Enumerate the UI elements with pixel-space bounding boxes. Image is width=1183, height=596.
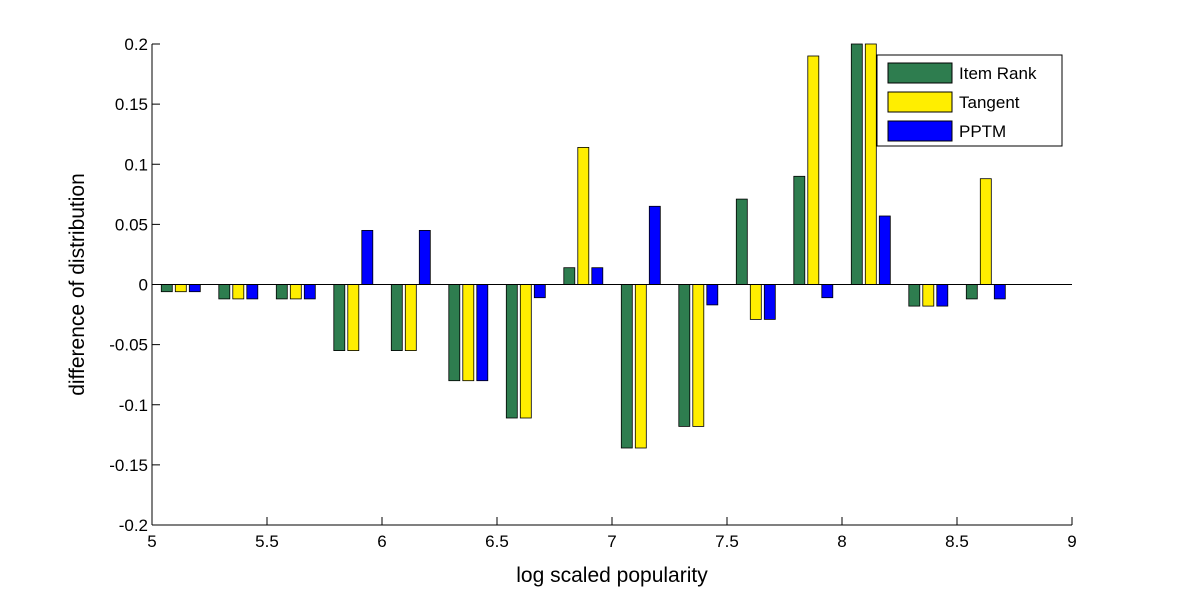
y-tick-label: -0.15 bbox=[109, 456, 148, 475]
bar-tangent bbox=[519, 284, 532, 419]
legend-swatch bbox=[887, 91, 953, 113]
bar-item-rank bbox=[218, 284, 231, 300]
bar-item-rank bbox=[620, 284, 633, 449]
x-tick-label: 7 bbox=[607, 532, 616, 551]
legend-label: Item Rank bbox=[959, 64, 1037, 83]
bar-pptm bbox=[476, 284, 489, 382]
y-tick-label: -0.05 bbox=[109, 336, 148, 355]
bar-tangent bbox=[404, 284, 417, 351]
bar-pptm bbox=[246, 284, 259, 300]
bar-tangent bbox=[232, 284, 245, 300]
bar-pptm bbox=[188, 284, 201, 293]
bar-pptm bbox=[936, 284, 949, 307]
x-tick-label: 6 bbox=[377, 532, 386, 551]
bar-tangent bbox=[174, 284, 187, 293]
bar-pptm bbox=[993, 284, 1006, 300]
bar-tangent bbox=[807, 55, 820, 285]
bar-item-rank bbox=[850, 43, 863, 285]
x-tick-label: 5.5 bbox=[255, 532, 279, 551]
bar-pptm bbox=[591, 267, 604, 285]
x-tick-label: 8 bbox=[837, 532, 846, 551]
bar-tangent bbox=[462, 284, 475, 382]
axes-group: 5 5.5 6 6.5 7 7.5 8 8.5 9 -0.2 -0.15 -0.1 -0.05 0 0.05… bbox=[109, 35, 1076, 551]
x-axis-title: log scaled popularity bbox=[516, 564, 708, 587]
x-tick-label: 8.5 bbox=[945, 532, 969, 551]
x-tick-label: 6.5 bbox=[485, 532, 509, 551]
y-tick-label: -0.1 bbox=[119, 396, 148, 415]
legend-swatch bbox=[887, 120, 953, 142]
bar-pptm bbox=[533, 284, 546, 299]
bar-pptm bbox=[303, 284, 316, 300]
legend-label: PPTM bbox=[959, 122, 1006, 141]
legend-label: Tangent bbox=[959, 93, 1020, 112]
bar-item-rank bbox=[390, 284, 403, 351]
bar-pptm bbox=[361, 229, 374, 285]
bar-item-rank bbox=[160, 284, 173, 293]
bar-tangent bbox=[922, 284, 935, 307]
y-tick-label: 0.05 bbox=[115, 215, 148, 234]
bar-item-rank bbox=[735, 198, 748, 285]
bar-pptm bbox=[706, 284, 719, 306]
legend: Item Rank Tangent PPTM bbox=[876, 54, 1063, 147]
y-tick-label: 0.1 bbox=[124, 155, 148, 174]
y-tick-label: -0.2 bbox=[119, 516, 148, 535]
y-tick-label: 0.2 bbox=[124, 35, 148, 54]
bar-item-rank bbox=[505, 284, 518, 419]
bar-tangent bbox=[692, 284, 705, 427]
bar-tangent bbox=[749, 284, 762, 320]
bar-item-rank bbox=[678, 284, 691, 427]
y-axis-title: difference of distribution bbox=[66, 173, 89, 396]
bar-pptm bbox=[418, 229, 431, 285]
bar-item-rank bbox=[333, 284, 346, 351]
bar-item-rank bbox=[275, 284, 288, 300]
legend-swatch bbox=[887, 62, 953, 84]
bar-item-rank bbox=[448, 284, 461, 382]
x-tick-label: 5 bbox=[147, 532, 156, 551]
bar-tangent bbox=[347, 284, 360, 351]
x-tick-label: 7.5 bbox=[715, 532, 739, 551]
bar-pptm bbox=[763, 284, 776, 320]
bar-pptm bbox=[821, 284, 834, 299]
y-tick-label: 0.15 bbox=[115, 95, 148, 114]
bar-item-rank bbox=[908, 284, 921, 307]
bar-tangent bbox=[864, 43, 877, 285]
bar-tangent bbox=[577, 146, 590, 285]
bar-item-rank bbox=[965, 284, 978, 300]
bar-item-rank bbox=[563, 267, 576, 285]
bar-pptm bbox=[878, 215, 891, 285]
bar-tangent bbox=[634, 284, 647, 449]
bar-pptm bbox=[648, 205, 661, 285]
bar-tangent bbox=[979, 178, 992, 285]
bar-item-rank bbox=[793, 175, 806, 285]
y-tick-label: 0 bbox=[139, 276, 148, 295]
bar-tangent bbox=[289, 284, 302, 300]
x-tick-label: 9 bbox=[1067, 532, 1076, 551]
